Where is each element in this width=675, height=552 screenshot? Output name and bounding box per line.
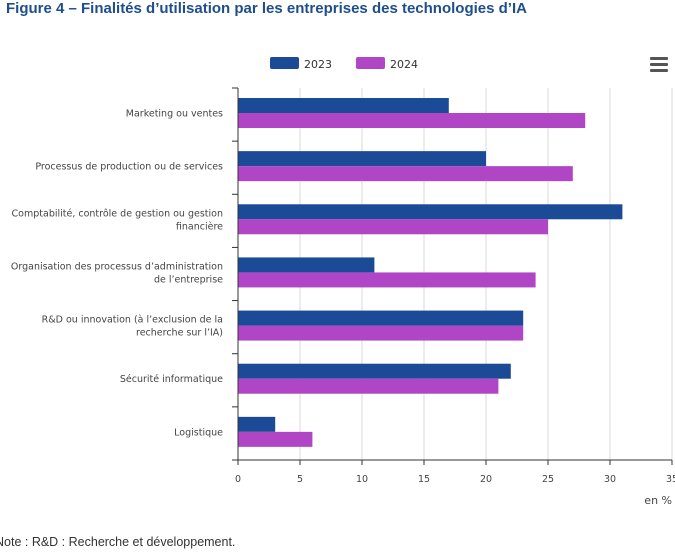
category-label: financière — [176, 221, 223, 232]
x-tick-label: 20 — [480, 474, 492, 485]
bar-2023 — [238, 416, 276, 432]
bar-2024 — [238, 166, 573, 182]
bars — [238, 98, 623, 447]
legend[interactable]: 2023 2024 — [270, 57, 418, 71]
legend-label-2024[interactable]: 2024 — [390, 58, 418, 71]
x-tick-label: 25 — [542, 474, 554, 485]
bar-2023 — [238, 257, 375, 273]
bar-2023 — [238, 98, 449, 113]
x-tick-label: 10 — [356, 474, 368, 485]
bar-2024 — [238, 431, 313, 447]
legend-label-2023[interactable]: 2023 — [304, 58, 332, 71]
category-label: Logistique — [174, 427, 223, 438]
x-tick-label: 0 — [235, 474, 241, 485]
x-tick-label: 15 — [418, 474, 430, 485]
category-label: de l’entreprise — [154, 274, 223, 285]
bar-2023 — [238, 204, 623, 220]
category-label: Comptabilité, contrôle de gestion ou ges… — [12, 208, 223, 219]
bar-2024 — [238, 378, 499, 394]
axes — [232, 87, 673, 465]
tick-labels: 0 5 10 15 20 25 30 35 — [235, 474, 675, 485]
hamburger-menu-icon[interactable] — [648, 55, 670, 73]
x-tick-label: 30 — [604, 474, 616, 485]
category-label: Sécurité informatique — [120, 374, 223, 385]
bar-2023 — [238, 310, 524, 326]
bar-2024 — [238, 325, 524, 341]
footnote: Note : R&D : Recherche et développement. — [0, 535, 236, 549]
legend-swatch-2023[interactable] — [270, 57, 299, 69]
bar-2023 — [238, 363, 511, 379]
x-tick-label: 5 — [297, 474, 303, 485]
category-label: recherche sur l’IA) — [136, 328, 223, 339]
category-labels: Marketing ou ventes Processus de producti… — [11, 109, 223, 439]
category-label: Processus de production ou de services — [35, 162, 223, 173]
bar-2024 — [238, 113, 586, 128]
category-label: R&D ou innovation (à l’exclusion de la — [42, 315, 223, 326]
legend-swatch-2024[interactable] — [356, 57, 385, 69]
category-label: Marketing ou ventes — [126, 109, 223, 120]
bar-2023 — [238, 151, 486, 167]
x-tick-label: 35 — [666, 474, 675, 485]
category-label: Organisation des processus d’administrat… — [11, 261, 223, 272]
figure-title: Figure 4 – Finalités d’utilisation par l… — [6, 0, 527, 17]
bar-2024 — [238, 272, 536, 288]
unit-label: en % — [644, 494, 672, 507]
bar-2024 — [238, 219, 548, 235]
